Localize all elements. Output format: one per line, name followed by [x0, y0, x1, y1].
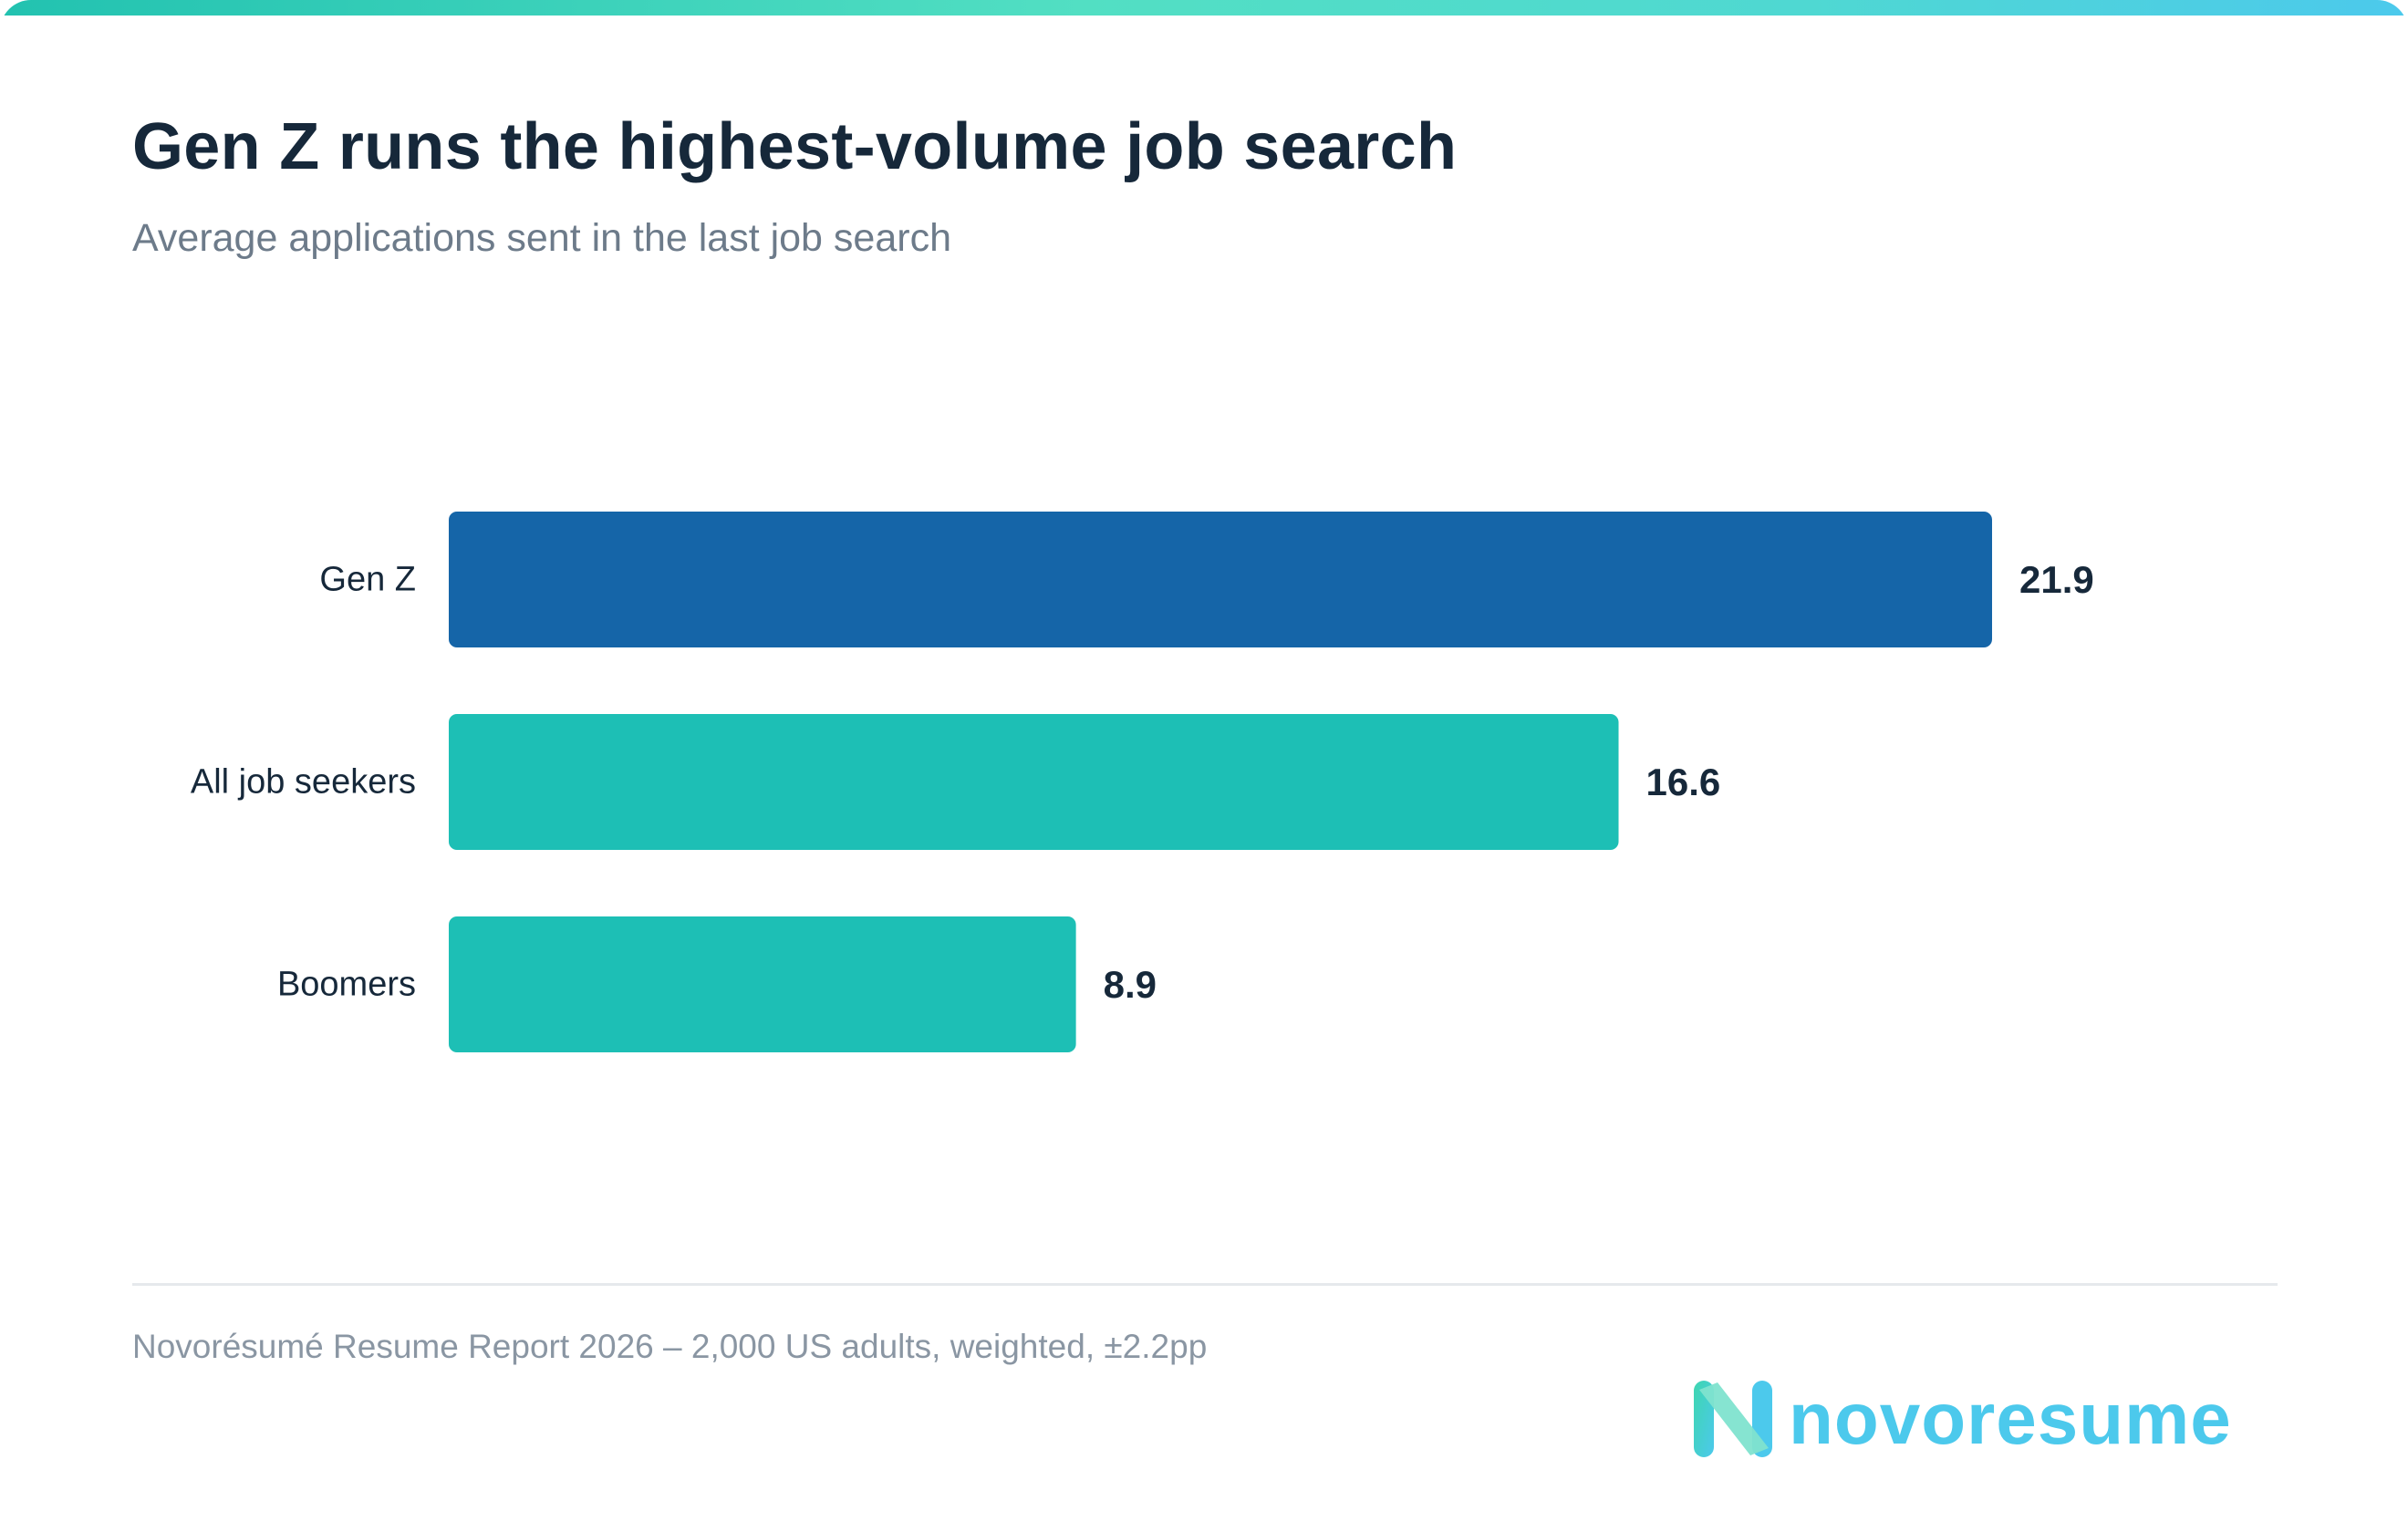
- category-label-all-job-seekers: All job seekers: [191, 763, 416, 802]
- category-label-boomers: Boomers: [277, 966, 416, 1004]
- bar-all-job-seekers: [449, 714, 1619, 850]
- value-label-all-job-seekers: 16.6: [1646, 761, 1721, 803]
- value-label-boomers: 8.9: [1104, 963, 1157, 1006]
- novoresume-wordmark: novoresume: [1789, 1377, 2232, 1459]
- bar-boomers: [449, 916, 1076, 1052]
- chart-title: Gen Z runs the highest-volume job search: [132, 110, 1458, 183]
- novoresume-logo: novoresume: [1692, 1375, 2232, 1462]
- category-label-gen-z: Gen Z: [319, 561, 416, 599]
- accent-gradient-bar: [0, 0, 2408, 16]
- chart-subtitle: Average applications sent in the last jo…: [132, 216, 951, 260]
- footer-divider: [132, 1283, 2278, 1286]
- bar-gen-z: [449, 512, 1992, 647]
- value-label-gen-z: 21.9: [2019, 558, 2094, 601]
- source-note: Novorésumé Resume Report 2026 – 2,000 US…: [132, 1328, 1208, 1365]
- novoresume-n-logo-icon: [1694, 1380, 1772, 1457]
